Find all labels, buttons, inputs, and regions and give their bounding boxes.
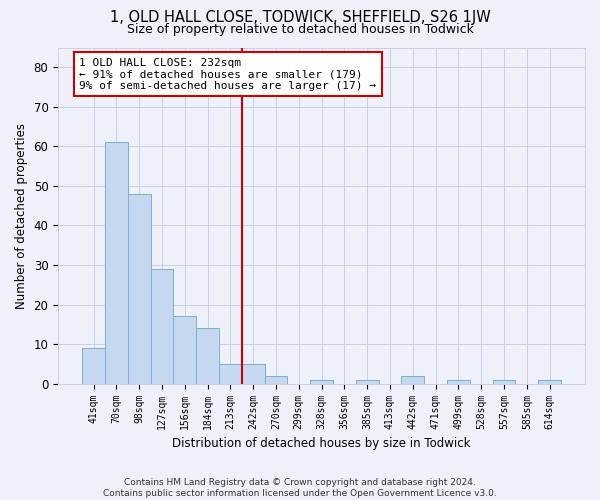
Text: Contains HM Land Registry data © Crown copyright and database right 2024.
Contai: Contains HM Land Registry data © Crown c… <box>103 478 497 498</box>
Bar <box>151 269 173 384</box>
Bar <box>447 380 470 384</box>
Text: 1, OLD HALL CLOSE, TODWICK, SHEFFIELD, S26 1JW: 1, OLD HALL CLOSE, TODWICK, SHEFFIELD, S… <box>110 10 490 25</box>
Bar <box>128 194 151 384</box>
Bar <box>173 316 196 384</box>
Bar <box>401 376 424 384</box>
X-axis label: Distribution of detached houses by size in Todwick: Distribution of detached houses by size … <box>172 437 471 450</box>
Bar <box>242 364 265 384</box>
Bar <box>196 328 219 384</box>
Bar <box>265 376 287 384</box>
Bar <box>538 380 561 384</box>
Text: 1 OLD HALL CLOSE: 232sqm
← 91% of detached houses are smaller (179)
9% of semi-d: 1 OLD HALL CLOSE: 232sqm ← 91% of detach… <box>79 58 376 91</box>
Y-axis label: Number of detached properties: Number of detached properties <box>15 122 28 308</box>
Bar <box>356 380 379 384</box>
Bar <box>310 380 333 384</box>
Bar <box>105 142 128 384</box>
Bar <box>493 380 515 384</box>
Bar <box>219 364 242 384</box>
Text: Size of property relative to detached houses in Todwick: Size of property relative to detached ho… <box>127 22 473 36</box>
Bar <box>82 348 105 384</box>
